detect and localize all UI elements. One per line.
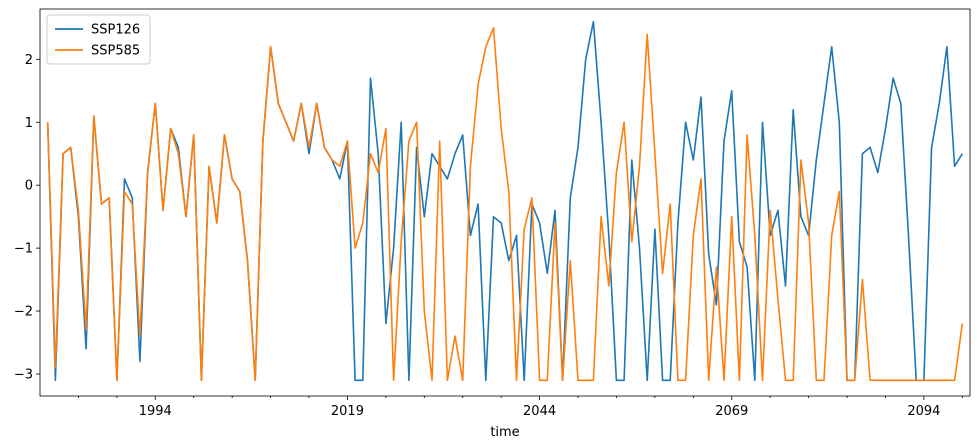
legend-box — [46, 14, 151, 65]
legend: SSP126 SSP585 — [46, 14, 151, 65]
y-tick-label: 0 — [25, 179, 33, 194]
y-tick-label: −2 — [14, 305, 33, 320]
plot-frame — [39, 8, 971, 397]
ticks-layer: −3 −2 −1 0 1 2 1994 2019 2044 2069 2094 — [14, 53, 963, 419]
x-axis-label: time — [490, 425, 519, 440]
legend-label-ssp585: SSP585 — [91, 44, 140, 59]
y-tick-label: −3 — [14, 367, 33, 382]
y-tick-label: 2 — [25, 53, 33, 68]
x-tick-label: 2094 — [907, 404, 940, 419]
x-tick-label: 2069 — [715, 404, 748, 419]
series-line-ssp585 — [46, 27, 964, 382]
x-tick-label: 1994 — [139, 404, 172, 419]
x-tick-label: 2044 — [523, 404, 556, 419]
y-tick-label: 1 — [25, 116, 33, 131]
series-layer — [46, 20, 964, 382]
legend-label-ssp126: SSP126 — [91, 23, 140, 38]
y-tick-label: −1 — [14, 242, 33, 257]
x-tick-label: 2019 — [331, 404, 364, 419]
